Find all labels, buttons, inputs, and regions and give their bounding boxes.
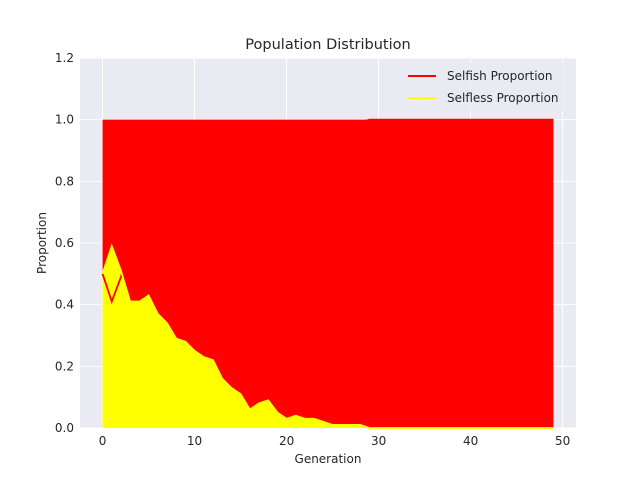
x-axis-label: Generation — [295, 452, 362, 466]
y-axis: 0.0 0.2 0.4 0.6 0.8 1.0 1.2 — [55, 51, 74, 435]
y-tick-label: 0.2 — [55, 359, 74, 373]
x-tick-label: 0 — [99, 434, 107, 448]
x-tick-label: 10 — [187, 434, 202, 448]
y-tick-label: 1.2 — [55, 51, 74, 65]
area-selfless — [102, 246, 554, 428]
legend: Selfish Proportion Selfless Proportion — [398, 62, 570, 112]
legend-label-selfless: Selfless Proportion — [447, 91, 559, 105]
y-tick-label: 0.6 — [55, 236, 74, 250]
y-tick-label: 1.0 — [55, 113, 74, 127]
legend-box — [398, 62, 570, 112]
area-selfish — [102, 119, 554, 429]
y-tick-label: 0.0 — [55, 421, 74, 435]
x-tick-label: 40 — [463, 434, 478, 448]
series-lines — [101, 118, 554, 429]
y-tick-label: 0.4 — [55, 298, 74, 312]
chart-title: Population Distribution — [245, 37, 410, 53]
series-areas — [102, 119, 554, 429]
line-selfless — [101, 243, 554, 429]
y-axis-label: Proportion — [35, 212, 49, 274]
x-tick-label: 50 — [555, 434, 570, 448]
y-tick-label: 0.8 — [55, 174, 74, 188]
x-axis: 0 10 20 30 40 50 — [99, 434, 571, 448]
line-selfish — [101, 118, 554, 305]
x-tick-label: 20 — [279, 434, 294, 448]
x-tick-label: 30 — [371, 434, 386, 448]
legend-label-selfish: Selfish Proportion — [447, 69, 552, 83]
